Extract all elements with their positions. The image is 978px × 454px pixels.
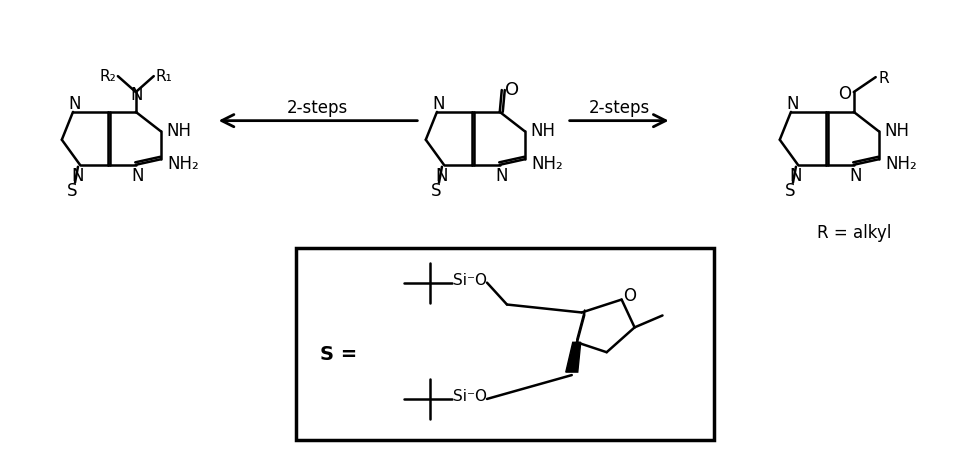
Text: N: N: [789, 167, 801, 185]
Text: N: N: [495, 167, 508, 185]
Text: S: S: [430, 182, 441, 200]
Text: NH₂: NH₂: [167, 155, 199, 173]
Polygon shape: [576, 310, 584, 345]
Text: Si⁻O: Si⁻O: [453, 273, 487, 288]
Text: N: N: [432, 95, 445, 113]
Text: N: N: [849, 167, 861, 185]
Text: S: S: [784, 182, 794, 200]
Text: N: N: [68, 95, 81, 113]
Text: N: N: [131, 167, 144, 185]
Text: NH₂: NH₂: [884, 155, 915, 173]
Text: NH: NH: [530, 123, 555, 140]
Text: N: N: [786, 95, 798, 113]
Text: R: R: [877, 71, 888, 86]
Text: R₁: R₁: [156, 69, 172, 84]
Text: O: O: [837, 85, 851, 103]
Polygon shape: [565, 342, 580, 372]
FancyBboxPatch shape: [295, 248, 714, 439]
Text: Si⁻O: Si⁻O: [453, 390, 487, 405]
Text: NH: NH: [883, 123, 909, 140]
Text: R = alkyl: R = alkyl: [816, 224, 890, 242]
Text: S =: S =: [320, 345, 357, 364]
Text: O: O: [504, 81, 518, 99]
Text: O: O: [622, 286, 636, 305]
Text: 2-steps: 2-steps: [589, 99, 649, 117]
Text: N: N: [71, 167, 84, 185]
Text: 2-steps: 2-steps: [287, 99, 348, 117]
Text: S: S: [67, 182, 77, 200]
Text: N: N: [435, 167, 448, 185]
Text: N: N: [130, 86, 143, 104]
Text: R₂: R₂: [100, 69, 116, 84]
Text: NH: NH: [166, 123, 191, 140]
Text: NH₂: NH₂: [530, 155, 562, 173]
